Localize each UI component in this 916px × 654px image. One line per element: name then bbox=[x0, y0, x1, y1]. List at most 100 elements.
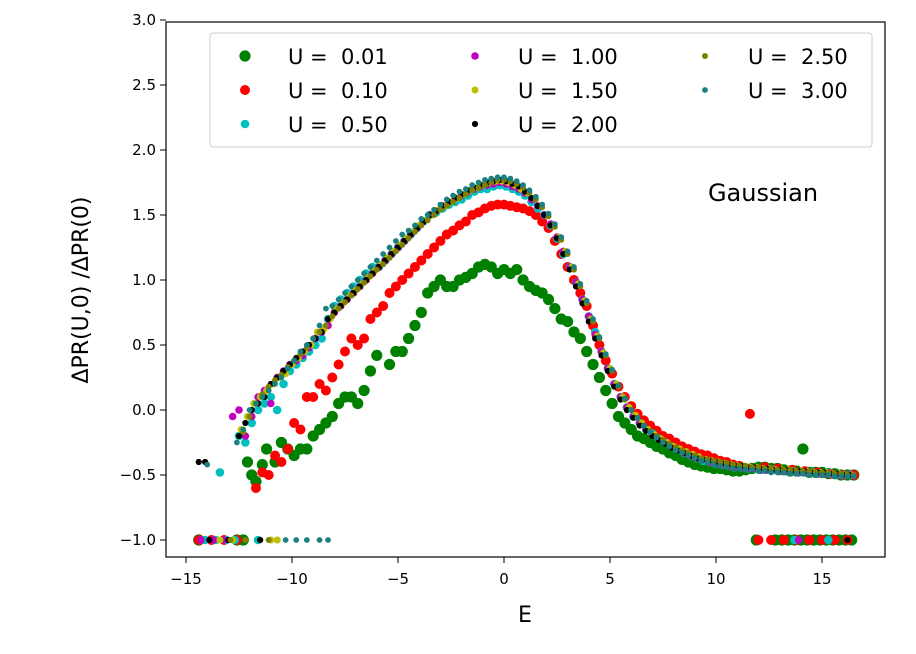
data-point bbox=[197, 536, 205, 544]
data-point bbox=[260, 399, 269, 408]
data-point bbox=[424, 217, 431, 224]
data-point bbox=[416, 255, 427, 266]
data-point bbox=[539, 201, 546, 208]
x-tick-label: −15 bbox=[170, 570, 202, 588]
y-tick-label: 0.5 bbox=[132, 336, 156, 354]
data-point bbox=[403, 268, 414, 279]
data-point bbox=[450, 199, 457, 205]
data-point bbox=[282, 537, 289, 543]
y-tick-label: 1.5 bbox=[132, 206, 156, 224]
data-point bbox=[303, 342, 310, 348]
data-point bbox=[367, 273, 374, 280]
data-point bbox=[392, 238, 399, 244]
data-point bbox=[314, 379, 325, 389]
data-point bbox=[399, 241, 406, 248]
data-point bbox=[623, 406, 631, 414]
data-point bbox=[235, 406, 243, 414]
data-point bbox=[593, 371, 606, 384]
data-point bbox=[606, 397, 618, 410]
data-point bbox=[364, 365, 377, 377]
data-point bbox=[246, 407, 253, 413]
data-point bbox=[850, 473, 857, 480]
x-tick-label: 15 bbox=[812, 570, 831, 588]
data-point bbox=[316, 537, 323, 543]
y-tick-label: 1.0 bbox=[132, 271, 156, 289]
legend-marker bbox=[702, 87, 708, 93]
data-point bbox=[511, 264, 523, 276]
data-point bbox=[361, 270, 367, 277]
data-point bbox=[323, 305, 329, 312]
data-point bbox=[279, 379, 288, 389]
data-point bbox=[384, 288, 395, 298]
data-point bbox=[247, 418, 257, 428]
data-point bbox=[768, 469, 775, 476]
data-point bbox=[342, 290, 348, 296]
data-point bbox=[844, 536, 851, 544]
data-point bbox=[310, 335, 317, 342]
data-point bbox=[429, 242, 440, 253]
data-point bbox=[405, 227, 412, 234]
data-point bbox=[340, 346, 350, 357]
data-point bbox=[273, 536, 281, 544]
data-point bbox=[562, 316, 574, 328]
series-4 bbox=[216, 177, 856, 544]
data-point bbox=[352, 340, 363, 350]
axes-frame bbox=[165, 21, 886, 558]
data-point bbox=[469, 182, 476, 189]
data-point bbox=[272, 381, 278, 387]
legend-label: U = 2.50 bbox=[748, 45, 848, 69]
plot-area bbox=[193, 174, 860, 546]
data-point bbox=[378, 301, 389, 311]
data-point bbox=[469, 187, 476, 194]
data-point bbox=[348, 292, 355, 299]
data-point bbox=[383, 358, 396, 371]
data-point bbox=[373, 266, 380, 273]
data-point bbox=[774, 469, 781, 476]
data-point bbox=[549, 303, 561, 315]
data-point bbox=[600, 355, 611, 366]
data-point bbox=[501, 174, 507, 181]
data-point bbox=[507, 175, 514, 182]
data-point bbox=[257, 536, 264, 544]
data-point bbox=[253, 405, 263, 415]
data-point bbox=[409, 319, 421, 332]
data-point bbox=[443, 202, 450, 209]
data-point bbox=[829, 535, 840, 545]
data-point bbox=[800, 470, 806, 477]
data-point bbox=[571, 264, 577, 270]
legend-label: U = 0.50 bbox=[288, 113, 388, 137]
data-point bbox=[462, 191, 469, 198]
data-point bbox=[259, 394, 266, 400]
data-point bbox=[291, 357, 298, 364]
data-point bbox=[270, 450, 281, 461]
data-point bbox=[794, 536, 803, 544]
data-point bbox=[475, 184, 482, 191]
data-point bbox=[780, 469, 787, 476]
data-point bbox=[260, 443, 273, 455]
data-point bbox=[415, 306, 427, 319]
data-point bbox=[333, 359, 344, 370]
legend-marker bbox=[240, 85, 250, 95]
data-point bbox=[462, 186, 469, 192]
data-point bbox=[278, 374, 285, 381]
data-point bbox=[195, 458, 202, 466]
data-point bbox=[412, 222, 418, 229]
data-point bbox=[317, 334, 326, 343]
data-point bbox=[647, 429, 654, 435]
data-point bbox=[295, 424, 306, 435]
data-point bbox=[215, 468, 225, 477]
data-point bbox=[753, 535, 764, 545]
x-tick-label: −10 bbox=[276, 570, 308, 588]
legend-marker bbox=[239, 50, 251, 62]
data-point bbox=[513, 178, 520, 185]
data-point bbox=[609, 366, 616, 373]
x-axis: −15 −10 −5 0 5 10 15 bbox=[170, 557, 832, 588]
data-point bbox=[481, 182, 488, 189]
legend-marker bbox=[471, 86, 479, 94]
data-point bbox=[443, 196, 450, 203]
legend-marker bbox=[471, 120, 479, 128]
legend-label: U = 0.10 bbox=[288, 79, 388, 103]
data-point bbox=[265, 387, 272, 394]
data-point bbox=[437, 206, 444, 213]
legend-label: U = 2.00 bbox=[518, 113, 618, 137]
